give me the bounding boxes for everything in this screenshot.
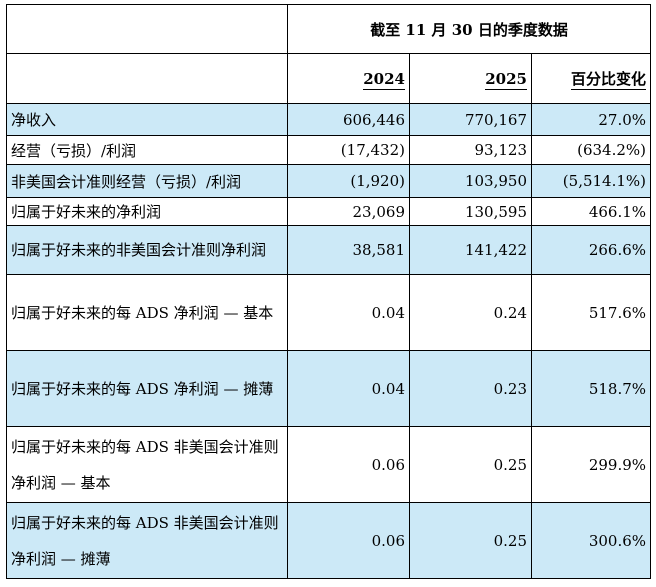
value-change: (5,514.1%)	[530, 164, 652, 198]
value-change: 27.0%	[530, 103, 652, 136]
table-row: 非美国会计准则经营（亏损）/利润 (1,920) 103,950 (5,514.…	[6, 164, 652, 198]
value-2024: 0.04	[287, 274, 410, 351]
value-change: 518.7%	[530, 350, 652, 427]
column-header-2025: 2025	[409, 53, 532, 104]
row-label: 经营（亏损）/利润	[6, 135, 288, 165]
table-header-years-row: 2024 2025 百分比变化	[6, 53, 652, 104]
value-2025: 130,595	[409, 197, 532, 226]
table-header-period-row: 截至 11 月 30 日的季度数据	[6, 4, 652, 54]
column-header-change: 百分比变化	[530, 53, 652, 104]
value-2025: 141,422	[409, 225, 532, 275]
value-2025: 103,950	[409, 164, 532, 198]
value-2024: 0.04	[287, 350, 410, 427]
value-2024: 0.06	[287, 426, 410, 503]
table-row: 归属于好未来的净利润 23,069 130,595 466.1%	[6, 197, 652, 226]
table-row: 归属于好未来的每 ADS 非美国会计准则净利润 — 摊薄 0.06 0.25 3…	[6, 502, 652, 579]
value-2025: 93,123	[409, 135, 532, 165]
value-2025: 770,167	[409, 103, 532, 136]
value-2024: 23,069	[287, 197, 410, 226]
table-row: 归属于好未来的每 ADS 非美国会计准则净利润 — 基本 0.06 0.25 2…	[6, 426, 652, 503]
value-change: 299.9%	[530, 426, 652, 503]
value-change: 300.6%	[530, 502, 652, 579]
table-row: 归属于好未来的每 ADS 净利润 — 摊薄 0.04 0.23 518.7%	[6, 350, 652, 427]
value-change: 266.6%	[530, 225, 652, 275]
column-header-2024: 2024	[287, 53, 410, 104]
value-2025: 0.25	[409, 426, 532, 503]
table-row: 归属于好未来的每 ADS 净利润 — 基本 0.04 0.24 517.6%	[6, 274, 652, 351]
value-change: 517.6%	[530, 274, 652, 351]
row-label: 归属于好未来的每 ADS 非美国会计准则净利润 — 基本	[6, 426, 288, 503]
row-label: 归属于好未来的每 ADS 净利润 — 摊薄	[6, 350, 288, 427]
value-change: 466.1%	[530, 197, 652, 226]
value-change: (634.2%)	[530, 135, 652, 165]
value-2025: 0.24	[409, 274, 532, 351]
table-row: 净收入 606,446 770,167 27.0%	[6, 103, 652, 136]
value-2025: 0.25	[409, 502, 532, 579]
financial-summary-table: 截至 11 月 30 日的季度数据 2024 2025 百分比变化 净收入 60…	[6, 4, 652, 579]
value-2024: 606,446	[287, 103, 410, 136]
header-empty-cell	[6, 53, 288, 104]
value-2025: 0.23	[409, 350, 532, 427]
table-row: 经营（亏损）/利润 (17,432) 93,123 (634.2%)	[6, 135, 652, 165]
value-2024: (1,920)	[287, 164, 410, 198]
period-title: 截至 11 月 30 日的季度数据	[286, 4, 652, 54]
row-label: 归属于好未来的净利润	[6, 197, 288, 226]
row-label: 非美国会计准则经营（亏损）/利润	[6, 164, 288, 198]
header-empty-cell	[6, 4, 288, 54]
row-label: 净收入	[6, 103, 288, 136]
value-2024: 0.06	[287, 502, 410, 579]
value-2024: 38,581	[287, 225, 410, 275]
row-label: 归属于好未来的非美国会计准则净利润	[6, 225, 288, 275]
table-row: 归属于好未来的非美国会计准则净利润 38,581 141,422 266.6%	[6, 225, 652, 275]
row-label: 归属于好未来的每 ADS 净利润 — 基本	[6, 274, 288, 351]
value-2024: (17,432)	[287, 135, 410, 165]
row-label: 归属于好未来的每 ADS 非美国会计准则净利润 — 摊薄	[6, 502, 288, 579]
